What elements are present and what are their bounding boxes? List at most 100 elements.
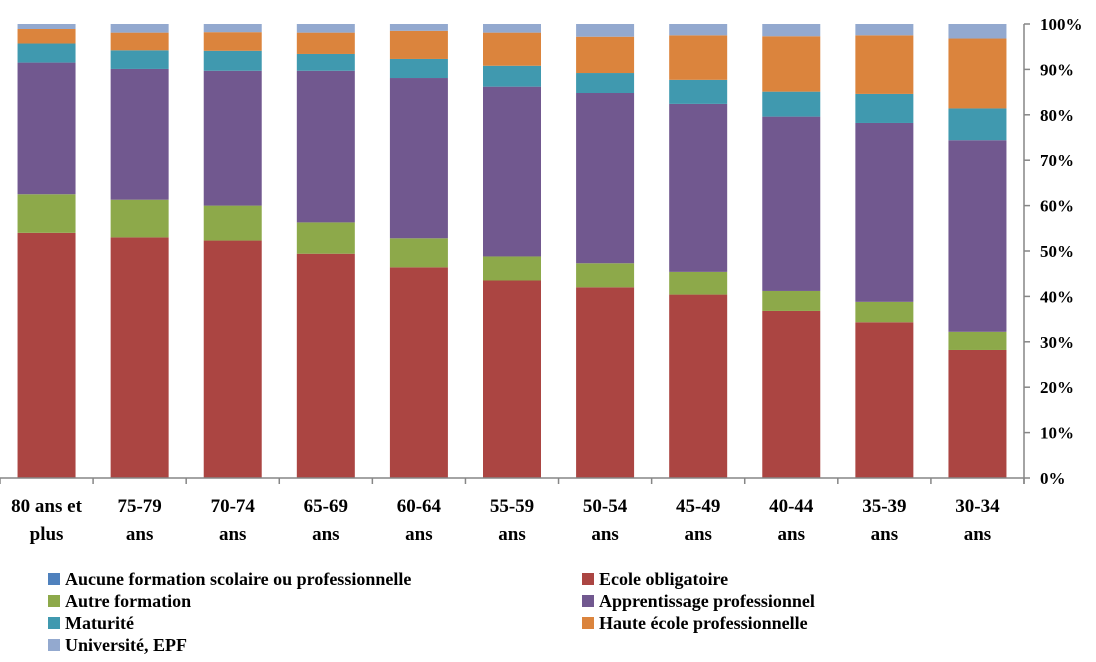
y-tick-label: 0%: [1040, 469, 1066, 488]
bar-segment-apprentissage-professionnel-10: [948, 140, 1007, 332]
legend-label: Aucune formation scolaire ou professionn…: [65, 568, 412, 589]
bar-segment-apprentissage-professionnel-0: [17, 62, 76, 195]
legend-label: Maturité: [65, 612, 134, 633]
bar-segment-apprentissage-professionnel-9: [855, 122, 914, 302]
bar-segment-haute-cole-professionnelle-9: [855, 35, 914, 94]
legend-item: Autre formation: [48, 590, 191, 612]
legend-swatch: [48, 573, 60, 585]
bar-segment-maturit--0: [17, 43, 76, 63]
bar-segment-apprentissage-professionnel-6: [576, 93, 635, 264]
y-tick-label: 80%: [1040, 106, 1074, 125]
legend-item: Haute école professionnelle: [582, 612, 808, 634]
legend-label: Ecole obligatoire: [599, 568, 729, 589]
bar-segment-haute-cole-professionnelle-8: [762, 36, 821, 92]
x-tick-label: 35-39 ans: [862, 496, 906, 545]
legend-item: Ecole obligatoire: [582, 568, 728, 590]
y-tick-label: 10%: [1040, 424, 1074, 443]
y-tick-label: 50%: [1040, 242, 1074, 261]
bar-segment-autre-formation-7: [669, 271, 728, 295]
bar-segment-ecole-obligatoire-6: [576, 287, 635, 478]
bar-segment-maturit--9: [855, 93, 914, 123]
bar-segment-ecole-obligatoire-1: [110, 237, 169, 478]
y-tick-label: 20%: [1040, 378, 1074, 397]
legend-item: Apprentissage professionnel: [582, 590, 815, 612]
bar-segment-autre-formation-2: [203, 205, 262, 241]
x-tick-label: 45-49 ans: [676, 496, 720, 545]
x-tick-label: 40-44 ans: [769, 496, 814, 545]
bar-segment-universit-epf-2: [203, 24, 262, 33]
bars-group: [17, 24, 1007, 478]
bar-segment-universit-epf-8: [762, 24, 821, 37]
bar-segment-ecole-obligatoire-3: [296, 253, 355, 478]
labels-group: 0% 10% 20% 30% 40% 50% 60% 70% 80% 90% 100% 80 ans …: [11, 15, 1082, 545]
y-tick-label: 30%: [1040, 333, 1074, 352]
bar-segment-universit-epf-10: [948, 24, 1007, 39]
bar-segment-autre-formation-9: [855, 301, 914, 323]
bar-segment-universit-epf-0: [17, 24, 76, 29]
bar-segment-autre-formation-5: [483, 256, 541, 281]
bar-segment-apprentissage-professionnel-3: [296, 70, 355, 223]
legend-item: Aucune formation scolaire ou professionn…: [48, 568, 411, 590]
bar-segment-maturit--7: [669, 79, 728, 104]
legend-swatch: [582, 573, 594, 585]
bar-segment-autre-formation-3: [296, 222, 355, 254]
legend-swatch: [48, 617, 60, 629]
legend-label: Haute école professionnelle: [599, 612, 808, 633]
legend-swatch: [48, 595, 60, 607]
bar-segment-apprentissage-professionnel-4: [389, 78, 448, 239]
x-tick-label: 65-69 ans: [304, 496, 348, 545]
legend-label: Apprentissage professionnel: [599, 590, 815, 611]
legend-item: Maturité: [48, 612, 134, 634]
bar-segment-ecole-obligatoire-9: [855, 322, 914, 478]
y-tick-label: 40%: [1040, 287, 1074, 306]
bar-segment-ecole-obligatoire-7: [669, 294, 728, 478]
bar-segment-haute-cole-professionnelle-4: [389, 30, 448, 59]
legend-swatch: [582, 617, 594, 629]
y-tick-label: 70%: [1040, 151, 1074, 170]
stacked-bar-chart: 0% 10% 20% 30% 40% 50% 60% 70% 80% 90% 100% 80 ans …: [0, 15, 1083, 545]
bar-segment-autre-formation-6: [576, 263, 635, 288]
bar-segment-autre-formation-10: [948, 331, 1007, 350]
axes-group: [0, 23, 1030, 484]
bar-segment-haute-cole-professionnelle-2: [203, 32, 262, 51]
bar-segment-autre-formation-4: [389, 238, 448, 268]
bar-segment-ecole-obligatoire-0: [17, 232, 76, 478]
legend-swatch: [48, 639, 60, 651]
y-tick-label: 60%: [1040, 197, 1074, 216]
bar-segment-apprentissage-professionnel-8: [762, 116, 821, 291]
bar-segment-maturit--5: [483, 65, 541, 87]
bar-segment-ecole-obligatoire-4: [389, 267, 448, 478]
bar-segment-haute-cole-professionnelle-10: [948, 38, 1007, 109]
y-tick-label: 90%: [1040, 60, 1074, 79]
bar-segment-maturit--1: [110, 50, 169, 69]
bar-segment-apprentissage-professionnel-7: [669, 103, 728, 272]
bar-segment-haute-cole-professionnelle-1: [110, 32, 169, 51]
bar-segment-apprentissage-professionnel-1: [110, 68, 169, 200]
x-tick-label: 60-64 ans: [397, 496, 442, 545]
y-tick-label: 100%: [1040, 15, 1083, 34]
bar-segment-haute-cole-professionnelle-7: [669, 35, 728, 80]
bar-segment-universit-epf-7: [669, 24, 728, 36]
x-tick-label: 80 ans et plus: [11, 496, 82, 545]
legend-label: Université, EPF: [65, 634, 187, 655]
x-tick-label: 70-74 ans: [211, 496, 256, 545]
bar-segment-universit-epf-5: [483, 24, 541, 33]
bar-segment-haute-cole-professionnelle-3: [296, 32, 355, 54]
legend-swatch: [582, 595, 594, 607]
bar-segment-maturit--2: [203, 50, 262, 71]
bar-segment-universit-epf-9: [855, 24, 914, 36]
bar-segment-autre-formation-8: [762, 290, 821, 311]
x-tick-label: 30-34 ans: [955, 496, 1000, 545]
bar-segment-ecole-obligatoire-5: [483, 280, 541, 478]
bar-segment-maturit--8: [762, 91, 821, 117]
bar-segment-maturit--4: [389, 58, 448, 79]
bar-segment-ecole-obligatoire-8: [762, 310, 821, 478]
legend-label: Autre formation: [65, 590, 192, 611]
bar-segment-maturit--6: [576, 73, 635, 94]
bar-segment-universit-epf-1: [110, 24, 169, 33]
bar-segment-ecole-obligatoire-2: [203, 240, 262, 478]
bar-segment-maturit--3: [296, 53, 355, 71]
bar-segment-autre-formation-0: [17, 194, 76, 233]
legend-item: Université, EPF: [48, 634, 187, 656]
bar-segment-maturit--10: [948, 108, 1007, 141]
